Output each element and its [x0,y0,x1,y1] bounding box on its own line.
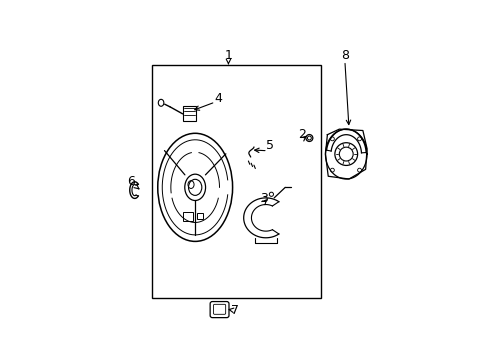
Text: 5: 5 [265,139,273,152]
Text: 8: 8 [340,49,348,62]
Text: 7: 7 [231,304,239,317]
Text: 3: 3 [260,192,268,205]
Bar [152,66,321,298]
Text: 2: 2 [297,128,305,141]
Bar [183,105,196,121]
Bar [183,212,193,221]
Text: 4: 4 [214,92,222,105]
Text: 1: 1 [224,49,232,62]
Bar [196,213,203,219]
Text: 6: 6 [127,175,135,188]
